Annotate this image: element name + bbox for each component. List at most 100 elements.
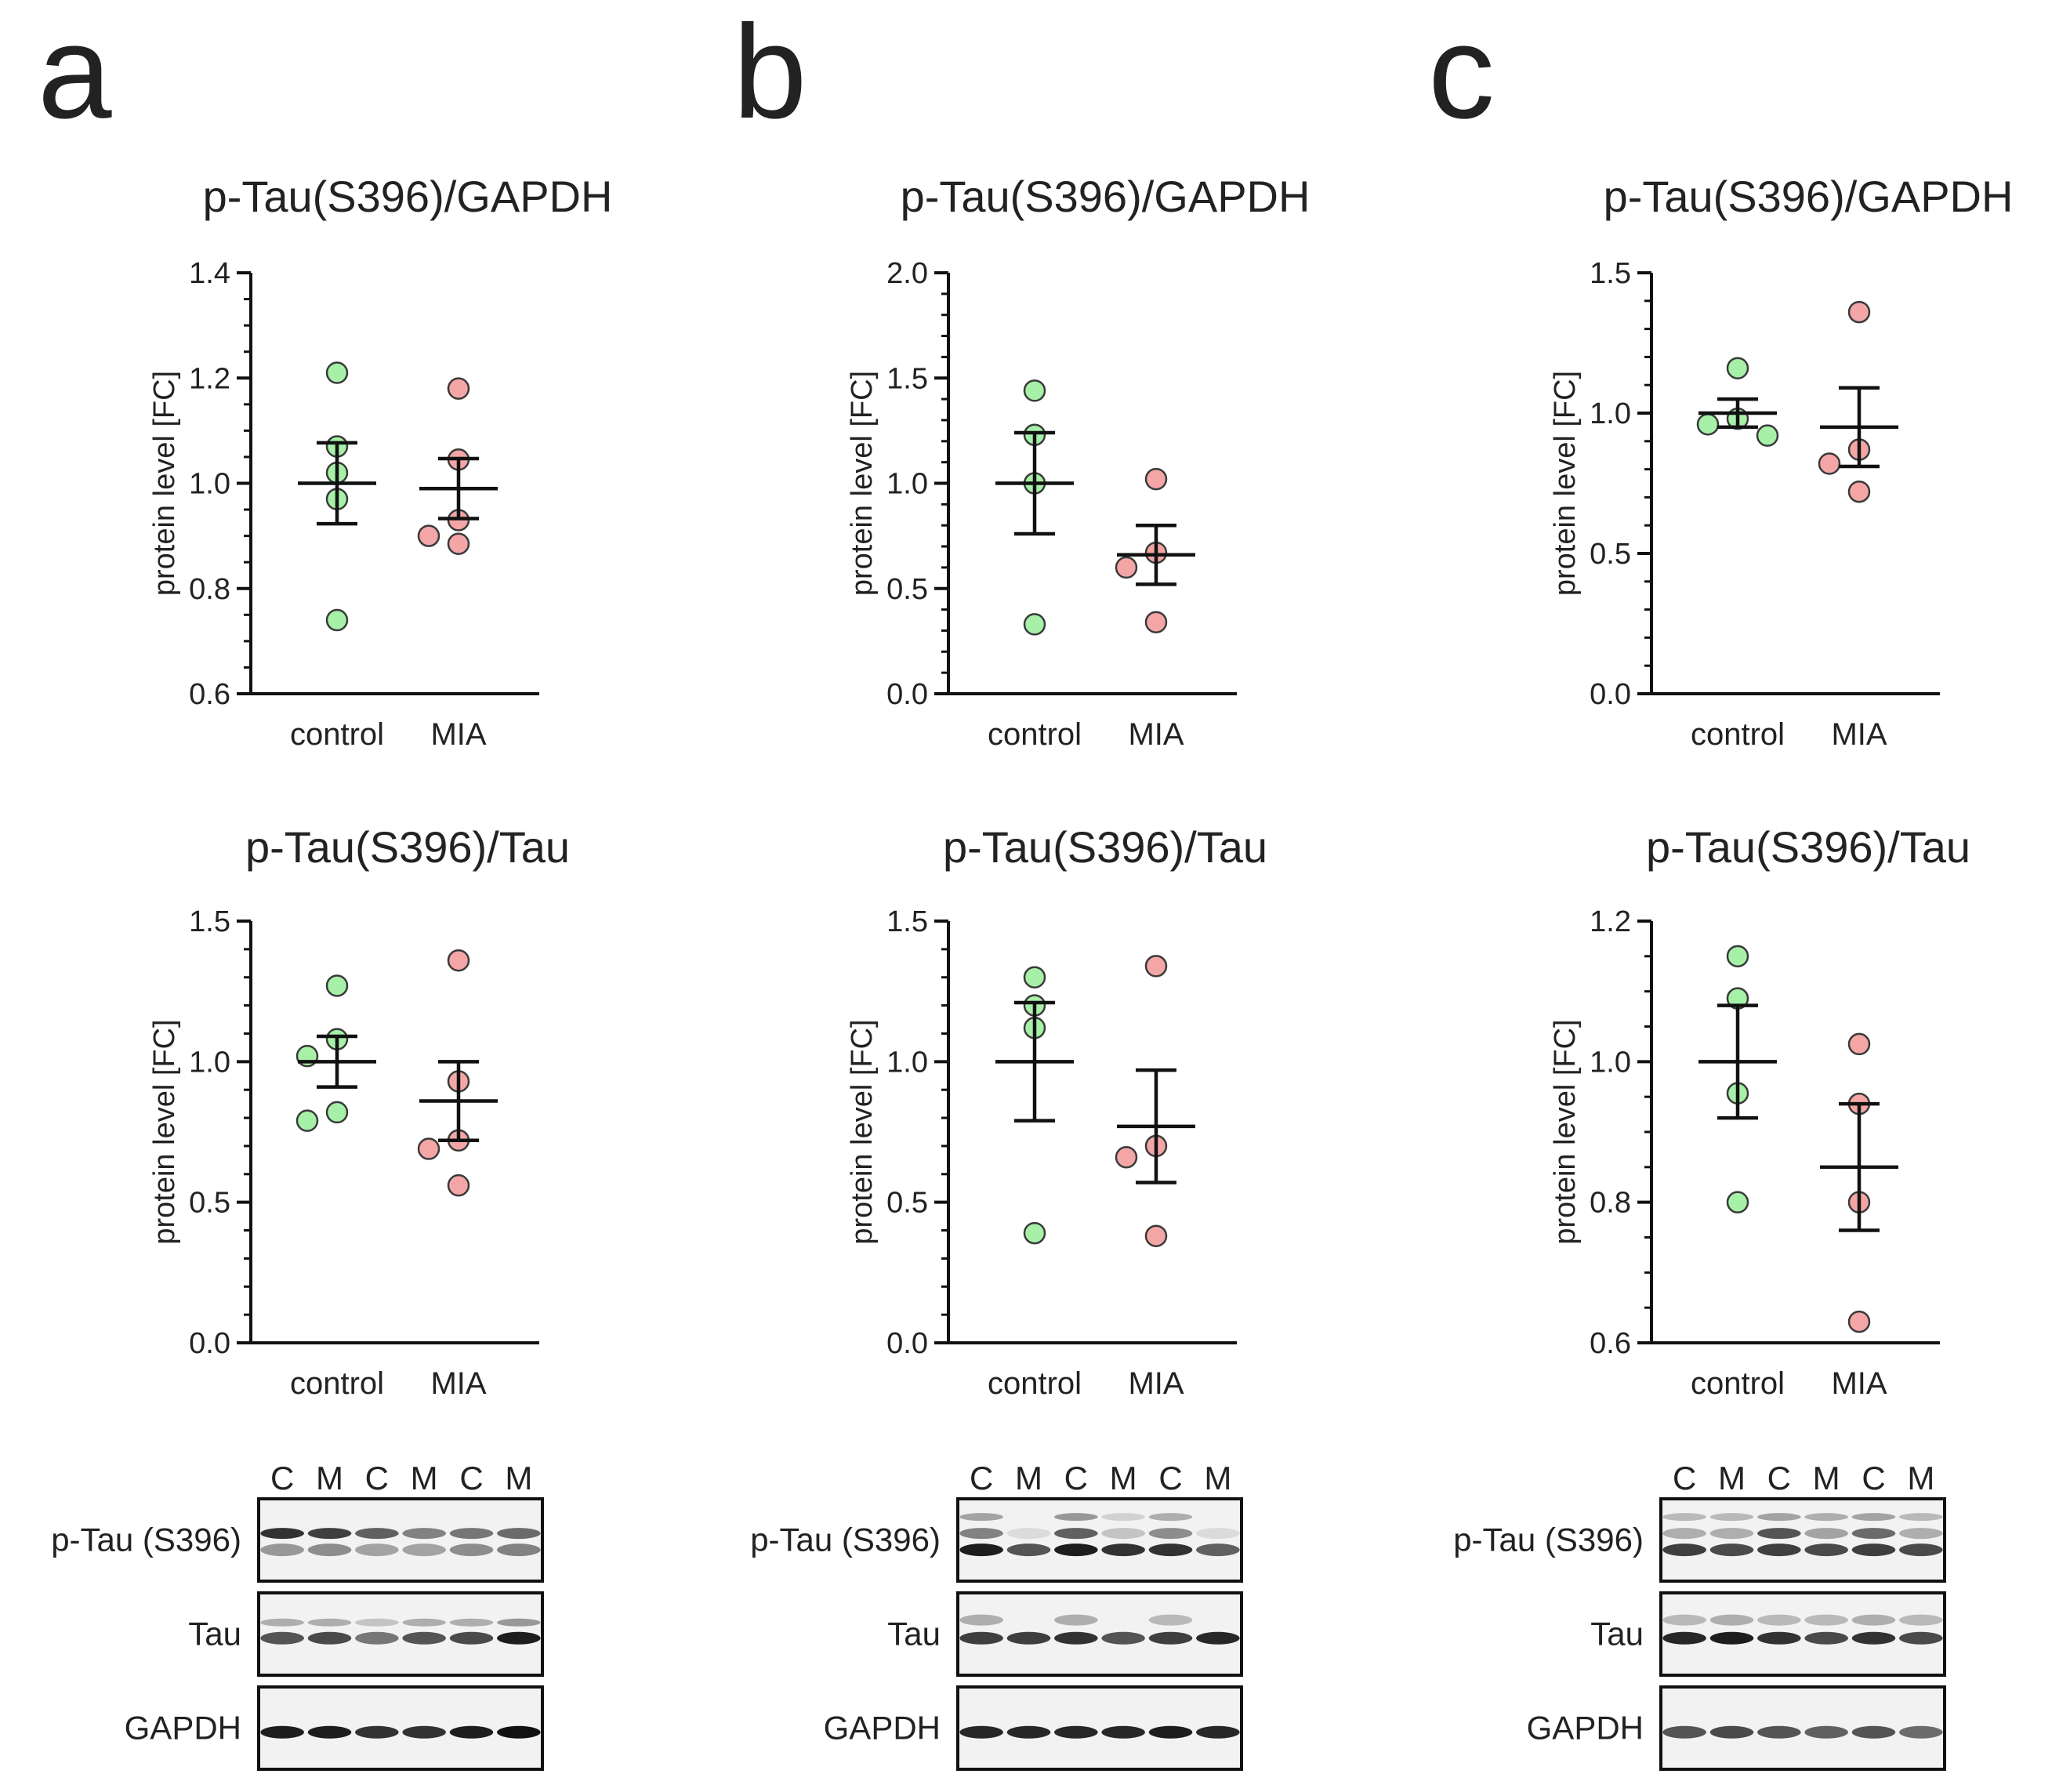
blot-band <box>1804 1513 1848 1522</box>
blot-band <box>1757 1528 1801 1540</box>
data-point-control <box>1726 357 1749 379</box>
blot-band <box>1148 1631 1193 1645</box>
blot-row-label: Tau <box>1590 1616 1644 1652</box>
blot-band <box>1757 1614 1801 1626</box>
blot-band <box>1006 1725 1051 1739</box>
data-point-mia <box>1818 452 1841 475</box>
lane-label: M <box>411 1460 438 1496</box>
panel-letters: a b c <box>38 0 1495 147</box>
blot-row-p-tau-s396-: p-Tau (S396) <box>750 1497 1243 1583</box>
data-point-mia <box>1847 1032 1871 1056</box>
blot-band <box>1196 1725 1240 1739</box>
blot-band <box>959 1631 1003 1645</box>
blot-row-tau: Tau <box>188 1591 544 1677</box>
lane-label: C <box>270 1460 294 1496</box>
blot-band <box>1851 1725 1896 1739</box>
blot-band <box>497 1528 541 1540</box>
blot-band <box>307 1528 352 1540</box>
blot-membrane <box>1659 1591 1946 1677</box>
blot-band <box>1148 1513 1193 1522</box>
blot-band <box>355 1528 399 1540</box>
blot-band <box>1101 1544 1145 1557</box>
blot-row-label: GAPDH <box>1527 1710 1644 1747</box>
chart-title: p-Tau(S396)/GAPDH <box>1604 172 2014 221</box>
blot-band <box>1054 1725 1098 1739</box>
blot-band <box>449 1631 494 1645</box>
blot-band <box>402 1618 446 1627</box>
y-axis-label: protein level [FC] <box>846 371 879 596</box>
panel-letter-b: b <box>733 0 807 147</box>
data-point-control <box>325 974 349 997</box>
blot-band <box>1148 1528 1193 1540</box>
blot-row-gapdh: GAPDH <box>824 1685 1243 1771</box>
chart-a-gapdh: p-Tau(S396)/GAPDH protein level [FC] 0.6 0.… <box>148 172 612 752</box>
blot-band <box>355 1631 399 1645</box>
blot-band <box>355 1725 399 1739</box>
chart-b-tau: p-Tau(S396)/Tau protein level [FC] 0.0 0.5 1… <box>846 822 1267 1401</box>
blot-band <box>260 1544 304 1557</box>
y-tick-label: 1.0 <box>886 468 928 501</box>
blot-row-label: Tau <box>887 1616 941 1652</box>
y-axis-label: protein level [FC] <box>148 1019 181 1244</box>
blot-row-label: Tau <box>188 1616 241 1652</box>
y-tick-label: 1.5 <box>886 905 928 938</box>
x-tick-label-mia: MIA <box>1831 717 1887 752</box>
blot-band <box>497 1618 541 1627</box>
chart-b-gapdh: p-Tau(S396)/GAPDH protein level [FC] 0.0 0.… <box>846 172 1310 752</box>
data-point-mia <box>417 1137 440 1160</box>
x-tick-label-control: control <box>290 1366 384 1401</box>
blot-band <box>1851 1631 1896 1645</box>
lane-label: C <box>1767 1460 1791 1496</box>
y-tick-label: 0.6 <box>189 678 230 711</box>
data-point-mia <box>1144 611 1168 633</box>
blot-row-label: p-Tau (S396) <box>750 1522 941 1558</box>
x-tick-label-mia: MIA <box>430 717 486 752</box>
chart-title: p-Tau(S396)/GAPDH <box>203 172 613 221</box>
blot-band <box>1054 1544 1098 1557</box>
blot-band <box>1148 1544 1193 1557</box>
blot-membrane <box>1659 1497 1946 1583</box>
data-point-control <box>1023 379 1046 402</box>
data-point-control <box>1726 1191 1749 1213</box>
x-tick-label-control: control <box>988 717 1082 752</box>
blot-row-p-tau-s396-: p-Tau (S396) <box>51 1497 544 1583</box>
blot-band <box>402 1528 446 1540</box>
lane-label: M <box>1907 1460 1934 1496</box>
blot-band <box>1709 1614 1754 1626</box>
blot-band <box>1899 1513 1943 1522</box>
lane-label: C <box>1064 1460 1088 1496</box>
blot-band <box>497 1544 541 1557</box>
blot-band <box>1899 1528 1943 1540</box>
blot-band <box>959 1614 1003 1626</box>
lane-label: C <box>1862 1460 1885 1496</box>
blot-band <box>1196 1631 1240 1645</box>
chart-a-tau: p-Tau(S396)/Tau protein level [FC] 0.0 0.5 1… <box>148 822 570 1401</box>
blot-band <box>1804 1725 1848 1739</box>
blot-band <box>1148 1725 1193 1739</box>
blot-membrane <box>956 1685 1243 1771</box>
blot-band <box>1757 1725 1801 1739</box>
lane-label: M <box>1204 1460 1231 1496</box>
x-tick-label-mia: MIA <box>1128 717 1184 752</box>
x-tick-label-control: control <box>1691 717 1785 752</box>
blot-band <box>307 1618 352 1627</box>
chart-c-gapdh: p-Tau(S396)/GAPDH protein level [FC] 0.0 0.… <box>1549 172 2013 752</box>
lane-label: C <box>970 1460 993 1496</box>
blot-row-tau: Tau <box>887 1591 1243 1677</box>
blot-band <box>1709 1528 1754 1540</box>
y-tick-label: 0.8 <box>189 573 230 606</box>
y-tick-label: 1.2 <box>189 362 230 395</box>
blot-membrane <box>956 1591 1243 1677</box>
y-axis-label: protein level [FC] <box>1549 371 1582 596</box>
blot-band <box>402 1631 446 1645</box>
blot-band <box>497 1631 541 1645</box>
blot-band <box>1804 1614 1848 1626</box>
blot-row-tau: Tau <box>1590 1591 1946 1677</box>
data-point-control <box>1726 945 1749 968</box>
blot-band <box>449 1528 494 1540</box>
panel-letter-a: a <box>38 0 112 147</box>
